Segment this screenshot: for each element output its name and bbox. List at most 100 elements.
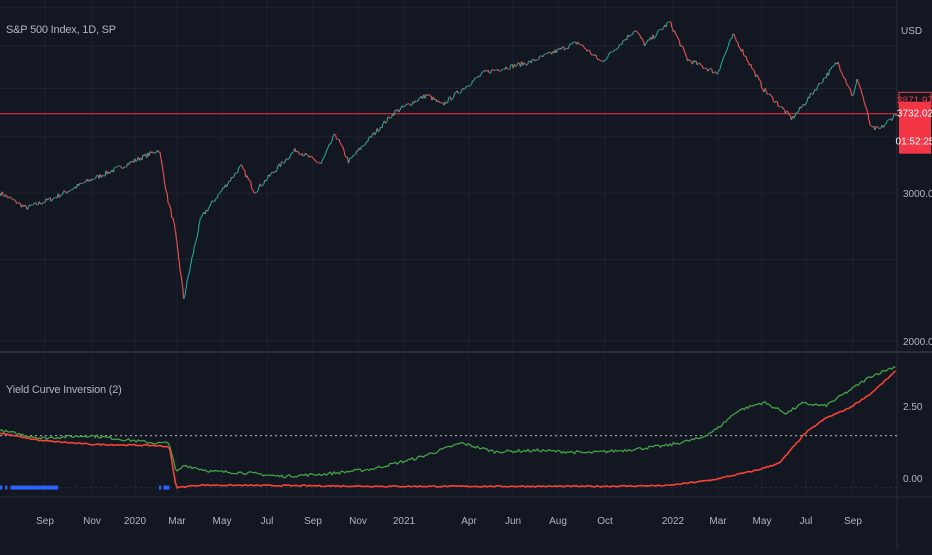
price-tick-segment <box>689 59 690 60</box>
indicator-pane-title[interactable]: Yield Curve Inversion (2) <box>6 384 122 396</box>
price-tick-segment <box>309 156 310 157</box>
price-tick-segment <box>579 43 580 44</box>
price-tick-segment <box>670 22 671 23</box>
price-tick-segment <box>888 119 889 120</box>
price-tick-segment <box>296 151 297 152</box>
price-tick-segment <box>593 54 594 55</box>
inversion-marker <box>5 486 7 490</box>
price-tick-segment <box>66 192 67 193</box>
price-tick-segment <box>833 65 834 66</box>
price-tick-segment <box>617 48 618 49</box>
price-tick-segment <box>291 153 292 154</box>
price-tick-segment <box>887 120 888 121</box>
price-tick-segment <box>599 59 600 60</box>
price-tick-segment <box>69 191 70 192</box>
time-axis-label: Jul <box>261 516 274 527</box>
price-tick-segment <box>416 101 417 102</box>
price-tick-segment <box>849 87 850 88</box>
price-tick-segment <box>602 61 603 62</box>
price-tick-segment <box>8 197 9 198</box>
price-tick-segment <box>853 94 854 96</box>
price-tick-segment <box>463 88 464 89</box>
price-tick-segment <box>92 179 93 180</box>
time-axis-label: Oct <box>597 516 613 527</box>
price-tick-segment <box>221 190 222 191</box>
price-tick-segment <box>386 122 387 123</box>
price-tick-segment <box>872 126 873 127</box>
price-tick-segment <box>25 205 26 206</box>
price-tick-segment <box>879 128 880 129</box>
time-axis-label: May <box>213 516 232 527</box>
price-tick-segment <box>690 60 691 61</box>
price-tick-segment <box>232 177 233 178</box>
price-tick-segment <box>312 156 313 157</box>
price-tick-segment <box>613 51 614 52</box>
price-tick-segment <box>548 52 549 54</box>
price-tick-segment <box>172 217 173 218</box>
price-tick-segment <box>752 69 753 70</box>
price-tick-segment <box>573 42 574 43</box>
time-axis-label: 2021 <box>393 516 416 527</box>
price-tick-segment <box>592 54 593 55</box>
price-tick-segment <box>601 61 602 62</box>
time-axis-label: Jun <box>505 516 521 527</box>
price-tick-segment <box>250 180 251 181</box>
price-tick-segment <box>313 158 314 159</box>
time-axis-label: 2022 <box>662 516 685 527</box>
price-tick-segment <box>19 203 20 204</box>
price-tick-segment <box>549 52 550 53</box>
price-tick-segment <box>632 34 633 36</box>
time-axis-label: Nov <box>83 516 101 527</box>
main-pane-title[interactable]: S&P 500 Index, 1D, SP <box>6 24 116 36</box>
price-tick-segment <box>273 172 274 173</box>
inversion-marker <box>10 486 58 490</box>
price-tick-segment <box>319 163 320 164</box>
price-tick-segment <box>458 93 459 94</box>
price-tick-segment <box>739 47 740 48</box>
price-tick-segment <box>437 101 438 102</box>
price-tick-segment <box>297 151 298 152</box>
price-tick-segment <box>13 199 14 200</box>
price-tick-segment <box>244 169 245 170</box>
price-tick-segment <box>47 199 48 201</box>
price-tick-segment <box>70 190 71 191</box>
price-tick-segment <box>497 69 498 70</box>
price-tick-segment <box>776 101 777 102</box>
price-tick-segment <box>24 205 25 207</box>
currency-label: USD <box>901 26 922 37</box>
price-tick-segment <box>470 84 471 85</box>
price-tick-segment <box>535 60 536 61</box>
price-tick-segment <box>150 151 151 153</box>
price-tick-segment <box>694 60 695 62</box>
price-tick-segment <box>429 94 430 95</box>
price-tick-segment <box>136 160 137 161</box>
indicator-scale-label-high: 2.50 <box>903 402 923 413</box>
price-tick-segment <box>709 69 710 70</box>
price-tick-segment <box>261 185 262 186</box>
price-tick-segment <box>85 181 86 183</box>
price-tick-segment <box>658 30 659 31</box>
price-tick-segment <box>587 50 588 51</box>
price-tick-segment <box>402 106 403 107</box>
price-tick-segment <box>885 124 886 125</box>
price-tick-segment <box>81 183 82 184</box>
price-tick-label: 2000.00 <box>903 337 932 348</box>
price-tick-segment <box>307 154 308 155</box>
price-tick-segment <box>753 69 754 71</box>
price-tick-segment <box>811 93 812 94</box>
price-tick-segment <box>493 70 494 71</box>
price-tick-segment <box>287 158 288 159</box>
price-tick-segment <box>130 162 131 163</box>
price-tick-segment <box>48 199 49 200</box>
price-tick-segment <box>80 183 81 184</box>
last-price-label: 3732.02 <box>897 109 932 120</box>
price-tick-segment <box>74 187 75 188</box>
price-tick-segment <box>122 168 123 169</box>
price-tick-segment <box>713 73 714 74</box>
price-tick-segment <box>559 48 560 49</box>
time-axis-label: Aug <box>549 516 567 527</box>
price-tick-segment <box>682 46 683 47</box>
price-tick-segment <box>771 96 772 97</box>
